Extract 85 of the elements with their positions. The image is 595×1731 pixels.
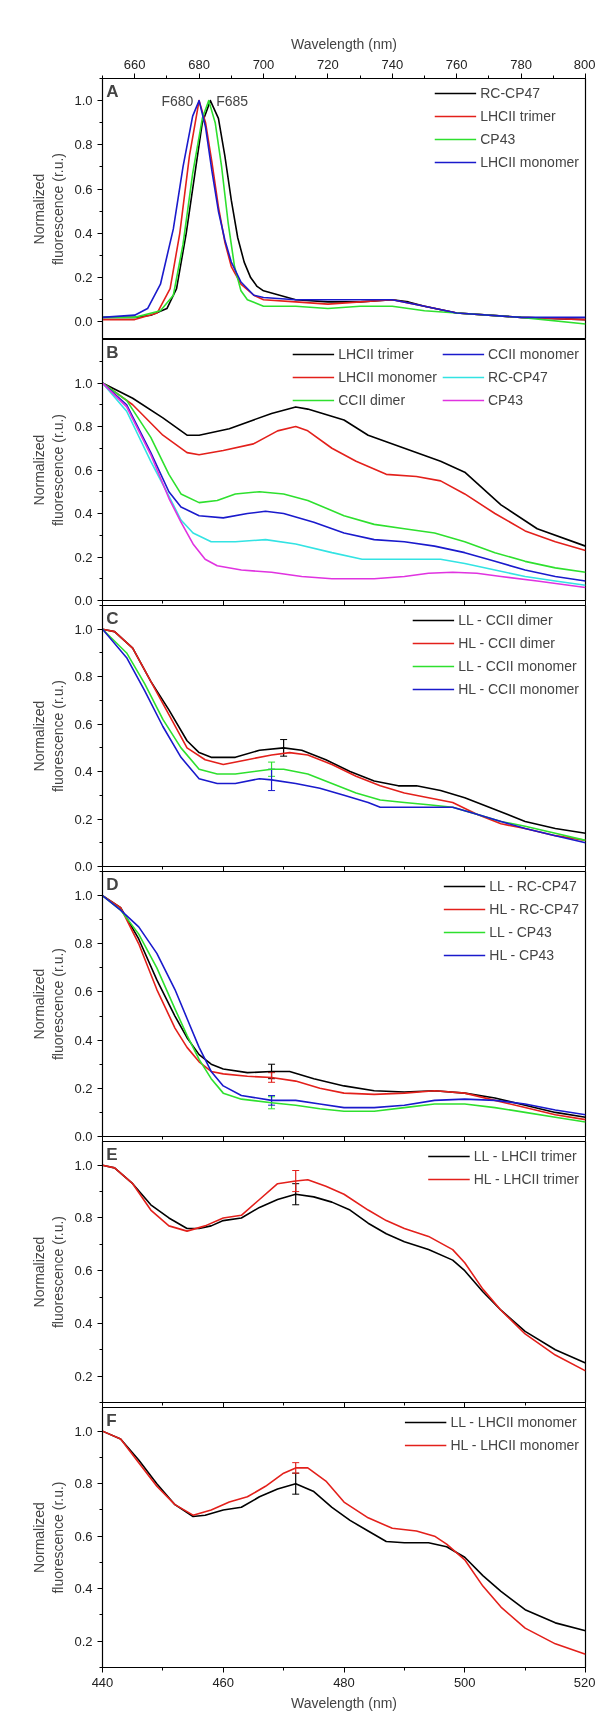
x-tick-label: 660 <box>123 56 146 72</box>
y-tick-label: 0.6 <box>74 181 93 197</box>
y-tick-label: 0.0 <box>74 314 93 330</box>
y-tick-label: 0.2 <box>74 270 93 286</box>
x-tick-label: 780 <box>510 56 532 72</box>
legend-label: LHCII trimer <box>480 107 556 125</box>
y-tick-label: 0.6 <box>74 984 93 1000</box>
legend-label: LHCII monomer <box>338 368 437 386</box>
x-tick-label: 480 <box>333 1674 355 1690</box>
y-tick-label: 0.8 <box>74 936 93 952</box>
y-tick-label: 0.4 <box>74 225 93 241</box>
y-tick-label: 0.8 <box>74 1210 93 1226</box>
x-tick-label: 800 <box>573 56 595 72</box>
legend-label: HL - LHCII monomer <box>450 1436 579 1454</box>
y-tick-label: 0.2 <box>74 811 93 827</box>
x-tick-label: 520 <box>573 1674 595 1690</box>
annotation: D <box>106 875 119 895</box>
y-tick-label: 0.4 <box>74 1032 93 1048</box>
legend-label: LHCII trimer <box>338 345 414 363</box>
x-tick-label: 700 <box>252 56 275 72</box>
legend-label: CCII monomer <box>487 345 579 363</box>
x-tick-label: 440 <box>91 1674 114 1690</box>
y-tick-label: 1.0 <box>74 375 93 391</box>
y-tick-label: 0.2 <box>74 1633 93 1649</box>
y-tick-label: 0.6 <box>74 1528 93 1544</box>
y-tick-label: 1.0 <box>74 1157 93 1173</box>
legend-label: RC-CP47 <box>480 84 541 102</box>
x-tick-label: 720 <box>317 56 339 72</box>
y-tick-label: 0.2 <box>74 549 93 565</box>
y-tick-label: 0.0 <box>74 1129 93 1144</box>
legend-label: RC-CP47 <box>487 368 548 386</box>
legend-label: HL - CCII dimer <box>458 634 555 652</box>
y-tick-label: 0.4 <box>74 764 93 780</box>
x-axis-title: Wavelength (nm) <box>290 35 398 52</box>
y-tick-label: 1.0 <box>74 621 93 637</box>
y-tick-label: 1.0 <box>74 93 93 109</box>
legend-label: LL - LHCII monomer <box>450 1413 577 1431</box>
annotation: B <box>106 343 119 363</box>
legend-label: LL - RC-CP47 <box>489 877 577 895</box>
legend-label: CCII dimer <box>338 391 406 409</box>
legend-label: HL - CP43 <box>489 946 555 964</box>
y-axis-title: Normalized fluorescence (r.u.) <box>31 413 67 527</box>
legend-label: LL - CCII dimer <box>458 611 553 629</box>
annotation: F685 <box>216 92 249 109</box>
x-axis-title: Wavelength (nm) <box>290 1694 398 1711</box>
legend-label: HL - RC-CP47 <box>489 900 579 918</box>
y-tick-label: 0.8 <box>74 669 93 685</box>
legend-label: CP43 <box>487 391 523 409</box>
y-tick-label: 0.4 <box>74 1581 93 1597</box>
y-tick-label: 0.8 <box>74 137 93 153</box>
y-tick-label: 0.0 <box>74 593 93 608</box>
legend-label: HL - LHCII trimer <box>473 1170 579 1188</box>
y-tick-label: 1.0 <box>74 888 93 904</box>
annotation: E <box>106 1145 118 1165</box>
annotation: F <box>106 1411 117 1431</box>
legend-label: LL - LHCII trimer <box>473 1147 577 1165</box>
y-tick-label: 0.4 <box>74 1315 93 1331</box>
y-tick-label: 0.6 <box>74 716 93 732</box>
y-tick-label: 0.6 <box>74 1263 93 1279</box>
x-tick-label: 500 <box>453 1674 476 1690</box>
y-tick-label: 0.2 <box>74 1368 93 1384</box>
annotation: C <box>106 609 119 629</box>
y-tick-label: 0.0 <box>74 859 93 874</box>
legend-label: LL - CCII monomer <box>458 657 577 675</box>
legend-label: HL - CCII monomer <box>458 680 579 698</box>
annotation: F680 <box>161 92 194 109</box>
y-axis-title: Normalized fluorescence (r.u.) <box>31 1215 67 1329</box>
legend-label: CP43 <box>480 130 516 148</box>
y-axis-title: Normalized fluorescence (r.u.) <box>31 947 67 1061</box>
y-tick-label: 0.6 <box>74 462 93 478</box>
x-tick-label: 740 <box>381 56 404 72</box>
legend-label: LHCII monomer <box>480 153 579 171</box>
y-tick-label: 1.0 <box>74 1423 93 1439</box>
y-tick-label: 0.8 <box>74 1476 93 1492</box>
annotation: A <box>106 82 119 102</box>
y-tick-label: 0.4 <box>74 506 93 521</box>
y-axis-title: Normalized fluorescence (r.u.) <box>31 1481 67 1594</box>
x-tick-label: 680 <box>188 56 210 72</box>
x-tick-label: 760 <box>445 56 468 72</box>
x-tick-label: 460 <box>212 1674 235 1690</box>
y-tick-label: 0.8 <box>74 419 93 434</box>
y-axis-title: Normalized fluorescence (r.u.) <box>31 679 67 793</box>
y-tick-label: 0.2 <box>74 1080 93 1096</box>
legend-label: LL - CP43 <box>489 923 552 941</box>
y-axis-title: Normalized fluorescence (r.u.) <box>31 152 67 266</box>
